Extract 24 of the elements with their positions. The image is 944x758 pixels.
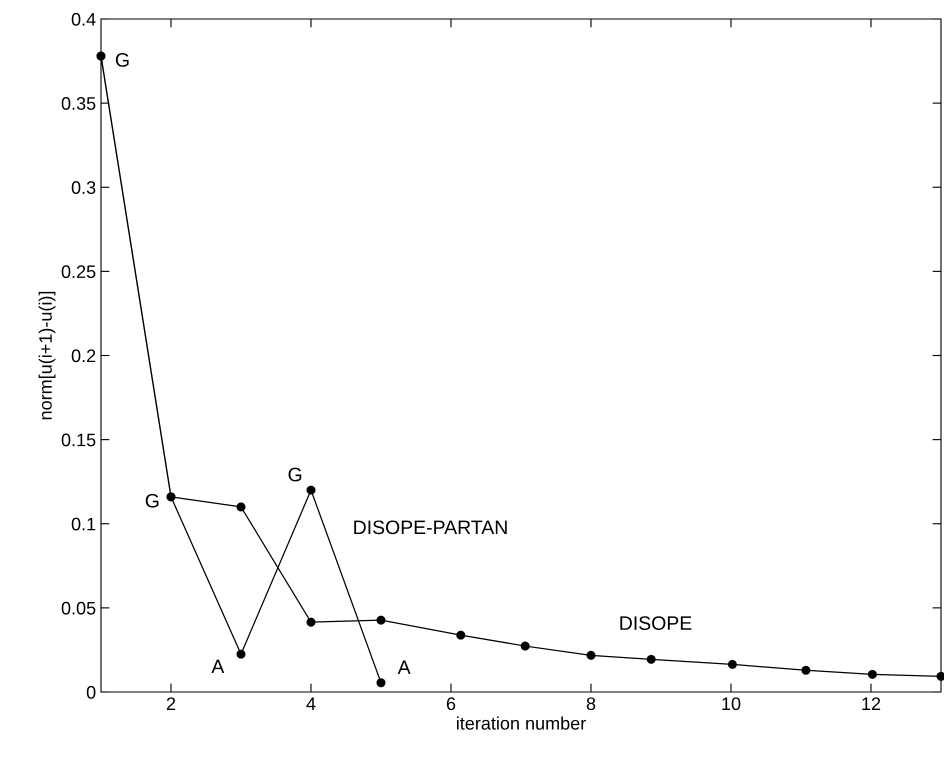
annotation: G (146, 494, 158, 508)
annotation: A (398, 660, 411, 674)
series-label: DISOPE-PARTAN (354, 520, 507, 534)
annotation: G (116, 53, 129, 67)
y-tick-label: 0.1 (72, 518, 96, 530)
annotation: G (288, 468, 302, 482)
y-tick-label: 0.35 (62, 97, 96, 110)
x-tick-label: 8 (586, 697, 596, 710)
x-axis-title: iteration number (456, 716, 586, 730)
x-tick-label: 10 (722, 697, 740, 710)
x-tick-label: 4 (306, 698, 316, 710)
y-tick-label: 0.2 (72, 349, 96, 362)
x-tick-label: 6 (446, 697, 456, 710)
y-tick-label: 0.05 (62, 602, 96, 615)
y-tick-label: 0.3 (72, 181, 96, 194)
annotation: A (211, 660, 224, 674)
y-tick-label: 0.4 (72, 12, 96, 26)
series-label: DISOPE (620, 616, 692, 630)
y-tick-label: 0.25 (62, 265, 96, 278)
y-tick-label: 0.15 (62, 434, 96, 446)
x-tick-label: 12 (862, 697, 880, 710)
y-axis-title: norm[u(i+1)-u(i)] (38, 292, 56, 420)
y-tick-label: 0 (86, 686, 96, 699)
x-tick-label: 2 (166, 697, 176, 710)
